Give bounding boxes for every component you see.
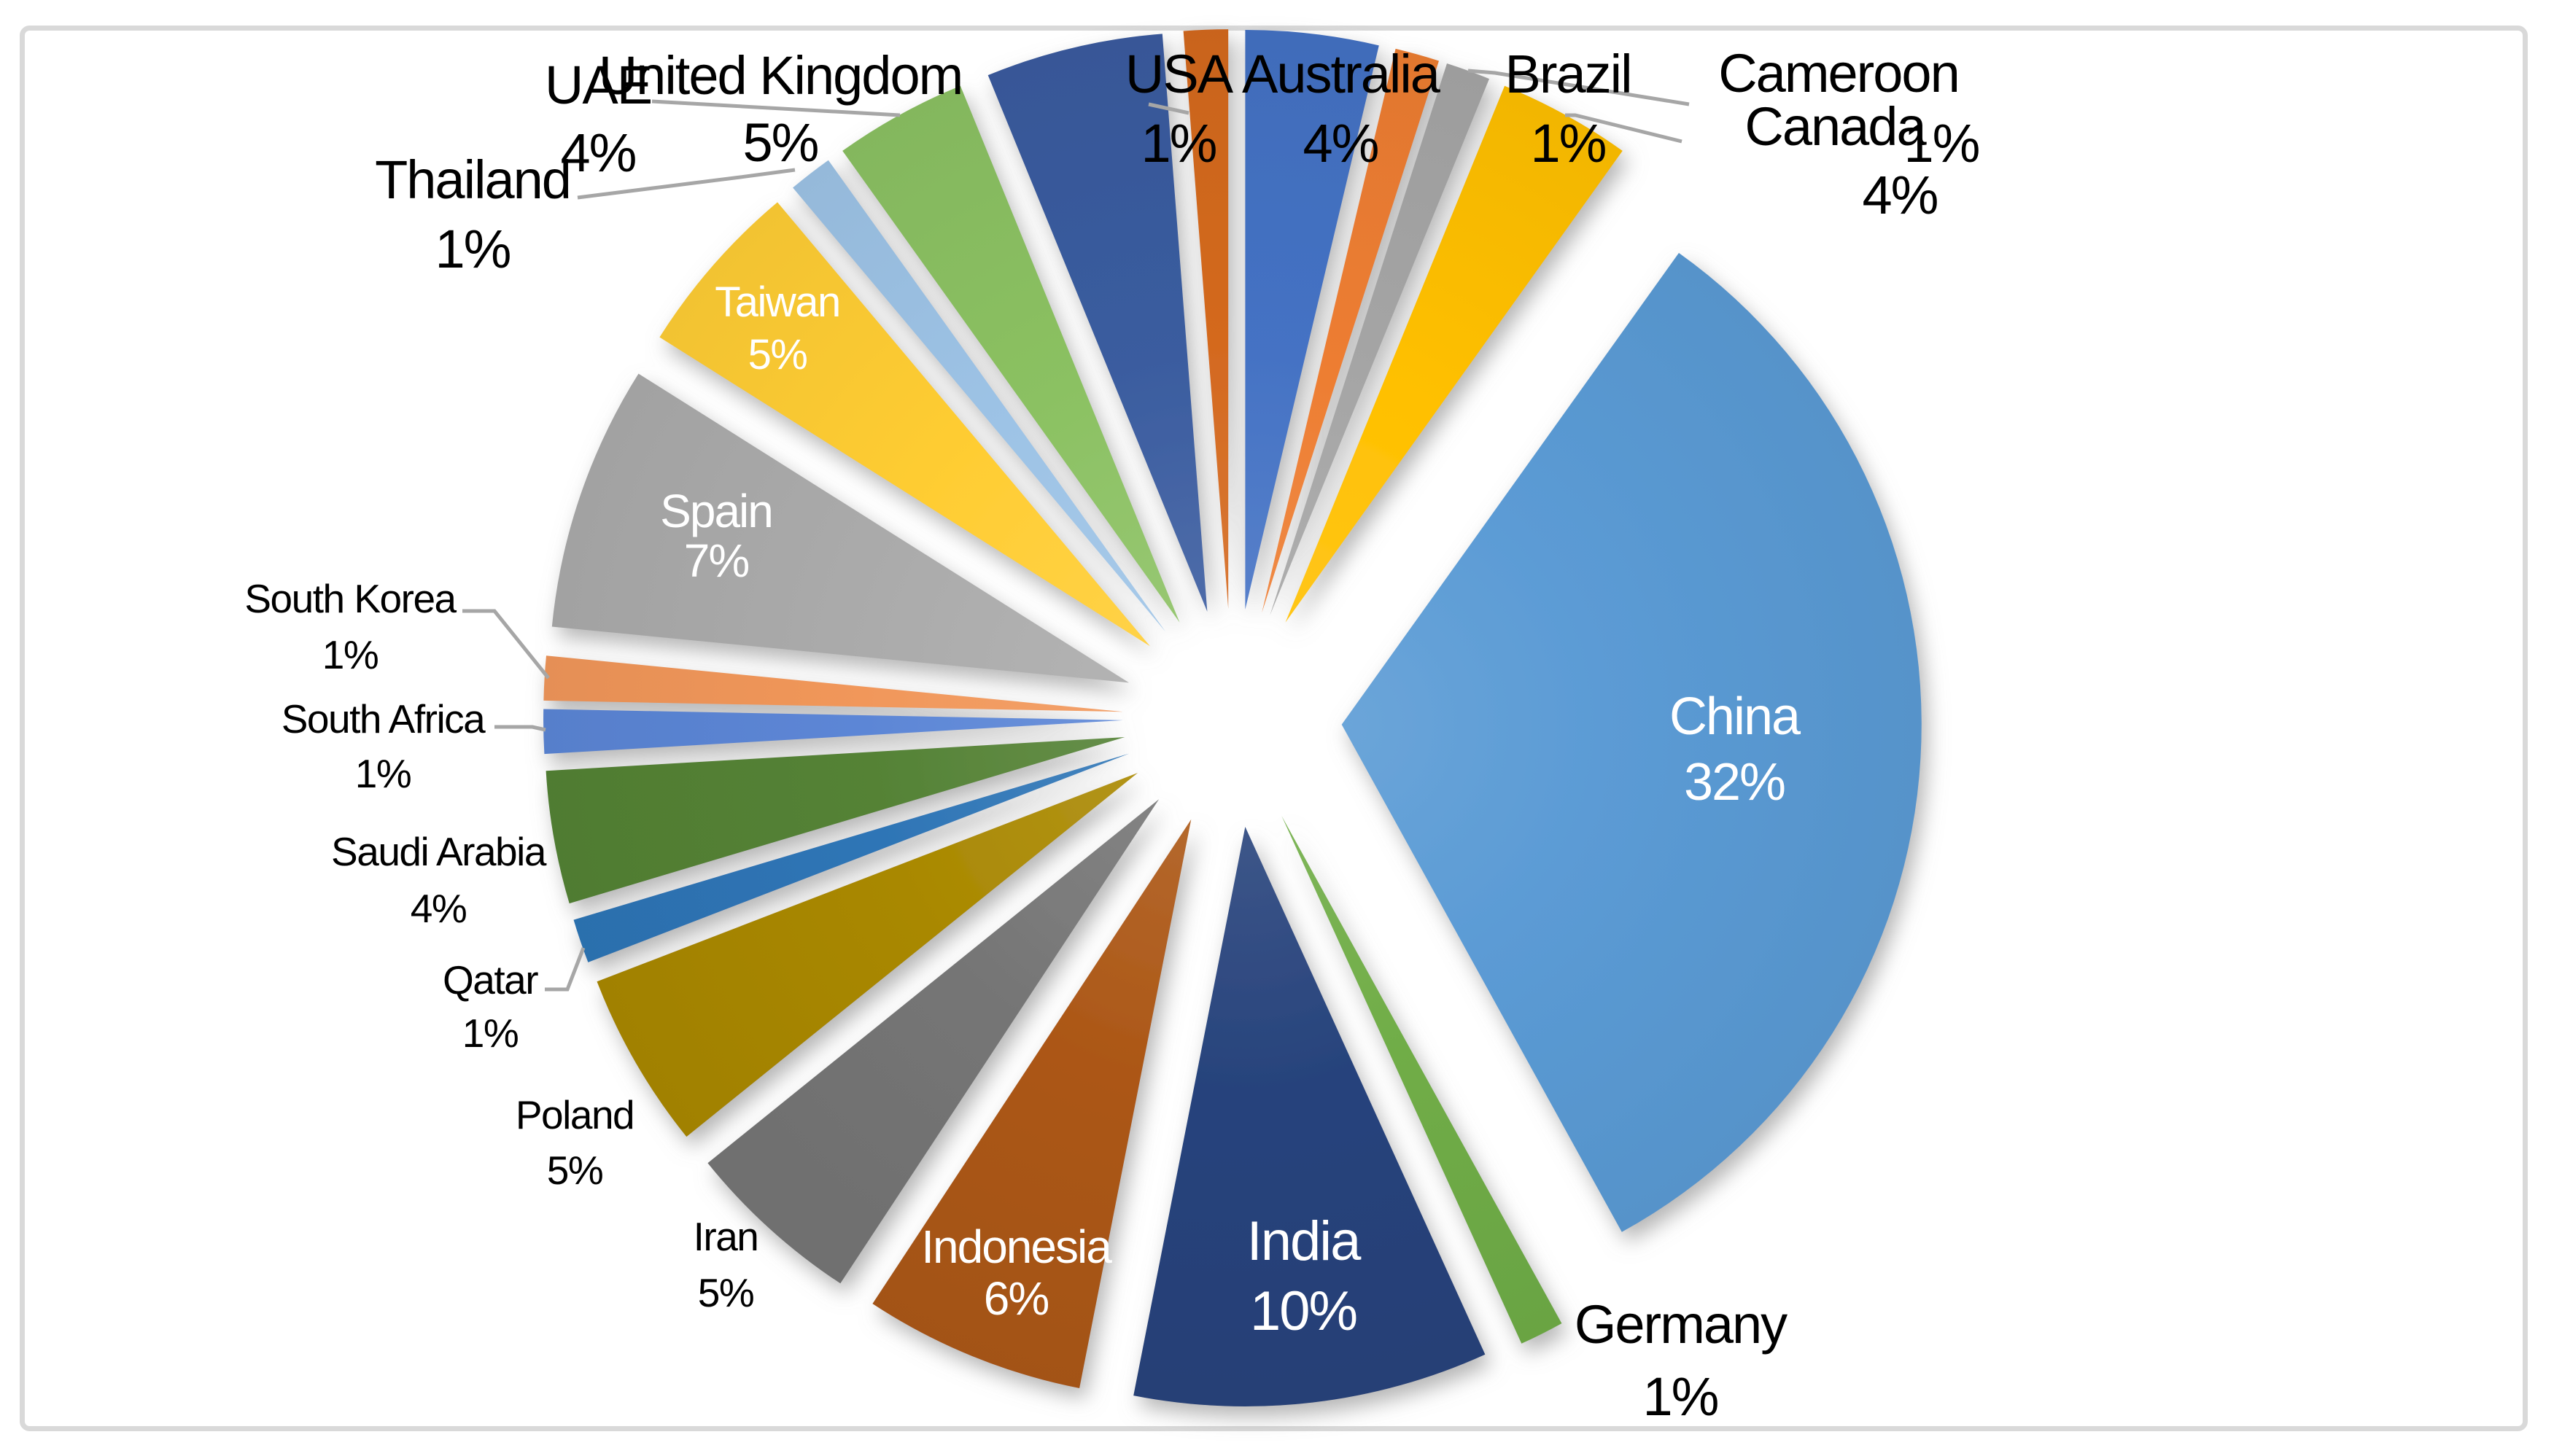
svg-text:South Korea: South Korea	[244, 576, 457, 621]
svg-text:Cameroon: Cameroon	[1718, 43, 1959, 104]
svg-text:1%: 1%	[1643, 1366, 1718, 1427]
svg-text:Qatar: Qatar	[443, 957, 538, 1003]
svg-text:Germany: Germany	[1575, 1294, 1788, 1355]
svg-text:South Africa: South Africa	[282, 696, 486, 741]
svg-text:Poland: Poland	[516, 1092, 634, 1137]
svg-text:Australia: Australia	[1242, 44, 1441, 104]
svg-text:1%: 1%	[435, 219, 511, 279]
svg-text:5%: 5%	[743, 112, 818, 173]
svg-text:1%: 1%	[355, 751, 411, 796]
svg-text:United Kingdom: United Kingdom	[599, 45, 963, 106]
svg-text:UAE: UAE	[545, 55, 651, 115]
svg-text:10%: 10%	[1250, 1280, 1356, 1342]
svg-text:Canada: Canada	[1744, 96, 1927, 157]
svg-text:USA: USA	[1125, 44, 1234, 104]
svg-text:Brazil: Brazil	[1505, 44, 1631, 104]
svg-text:4%: 4%	[561, 122, 636, 183]
svg-text:4%: 4%	[1863, 165, 1938, 225]
svg-text:7%: 7%	[684, 534, 749, 587]
svg-text:Taiwan: Taiwan	[715, 279, 840, 326]
svg-text:China: China	[1669, 688, 1801, 746]
svg-text:Thailand: Thailand	[375, 149, 570, 210]
svg-text:Spain: Spain	[660, 485, 772, 537]
svg-text:5%: 5%	[547, 1148, 603, 1193]
svg-text:32%: 32%	[1684, 753, 1785, 811]
svg-text:5%: 5%	[748, 331, 807, 378]
svg-text:1%: 1%	[1904, 113, 1979, 174]
svg-text:4%: 4%	[1303, 113, 1378, 174]
svg-text:1%: 1%	[322, 632, 379, 677]
svg-text:India: India	[1247, 1210, 1362, 1272]
svg-text:4%: 4%	[411, 886, 467, 931]
svg-text:Saudi Arabia: Saudi Arabia	[331, 829, 547, 874]
svg-text:1%: 1%	[1531, 113, 1606, 174]
svg-text:1%: 1%	[462, 1011, 519, 1056]
svg-text:Iran: Iran	[694, 1214, 758, 1259]
svg-text:1%: 1%	[1141, 113, 1216, 174]
svg-text:5%: 5%	[698, 1270, 754, 1315]
svg-text:Indonesia: Indonesia	[921, 1221, 1112, 1273]
svg-text:6%: 6%	[984, 1272, 1049, 1325]
